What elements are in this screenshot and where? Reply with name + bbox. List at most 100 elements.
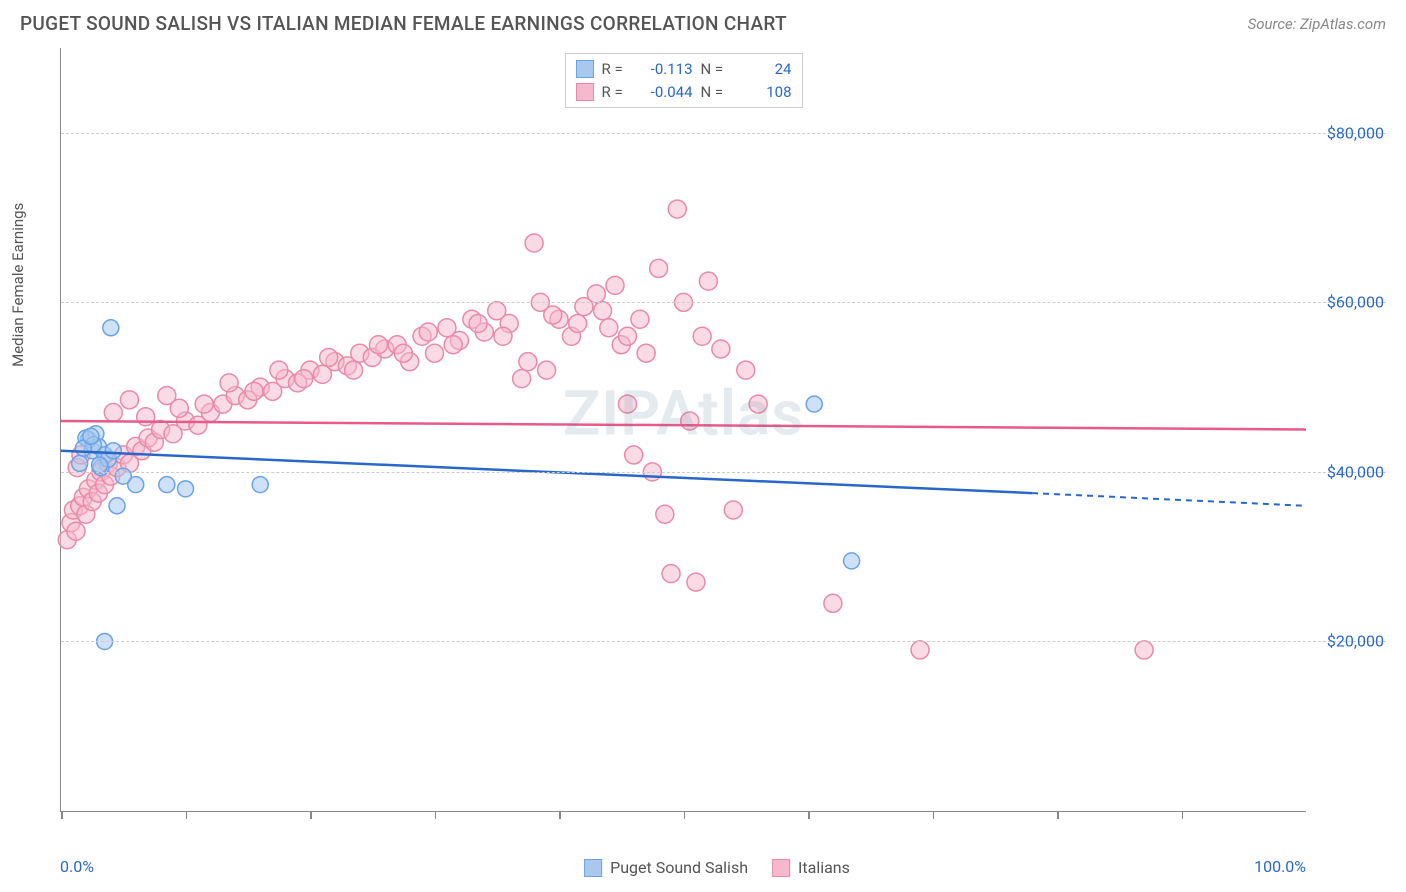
chart-source: Source: ZipAtlas.com — [1248, 15, 1386, 33]
stats-n-value: 108 — [737, 81, 792, 104]
scatter-point-pink — [137, 408, 155, 426]
scatter-point-pink — [120, 391, 138, 409]
scatter-point-blue — [92, 457, 108, 473]
scatter-point-pink — [195, 395, 213, 413]
scatter-svg — [61, 48, 1306, 811]
scatter-point-pink — [594, 302, 612, 320]
scatter-point-pink — [687, 573, 705, 591]
scatter-point-pink — [419, 323, 437, 341]
scatter-point-pink — [519, 353, 537, 371]
scatter-point-pink — [394, 344, 412, 362]
x-tick — [559, 811, 561, 819]
stats-swatch — [576, 60, 594, 78]
scatter-point-pink — [712, 340, 730, 358]
scatter-point-pink — [631, 310, 649, 328]
scatter-point-blue — [105, 443, 121, 459]
stats-swatch — [576, 83, 594, 101]
scatter-point-blue — [115, 468, 131, 484]
legend-swatch — [772, 859, 790, 877]
scatter-point-pink — [618, 327, 636, 345]
scatter-point-pink — [369, 336, 387, 354]
scatter-point-blue — [72, 455, 88, 471]
scatter-point-pink — [618, 395, 636, 413]
x-tick — [808, 811, 810, 819]
scatter-point-pink — [724, 501, 742, 519]
scatter-point-blue — [83, 428, 99, 444]
scatter-point-blue — [159, 477, 175, 493]
stats-r-label: R = — [602, 81, 630, 104]
scatter-point-pink — [345, 361, 363, 379]
trendline-blue-dash — [1032, 493, 1306, 506]
scatter-point-pink — [600, 319, 618, 337]
scatter-point-blue — [252, 477, 268, 493]
scatter-point-blue — [844, 553, 860, 569]
scatter-point-blue — [103, 320, 119, 336]
scatter-point-pink — [693, 327, 711, 345]
stats-n-value: 24 — [737, 58, 792, 81]
stats-r-label: R = — [602, 58, 630, 81]
scatter-point-pink — [606, 276, 624, 294]
y-tick-label: $20,000 — [1314, 632, 1384, 651]
scatter-point-pink — [668, 200, 686, 218]
scatter-point-blue — [178, 481, 194, 497]
scatter-point-pink — [544, 306, 562, 324]
legend-label: Puget Sound Salish — [610, 858, 748, 877]
scatter-point-pink — [67, 522, 85, 540]
scatter-point-pink — [469, 315, 487, 333]
chart-container: Median Female Earnings ZIPAtlas $20,000$… — [48, 48, 1386, 832]
scatter-point-pink — [538, 361, 556, 379]
scatter-point-pink — [650, 259, 668, 277]
scatter-point-pink — [737, 361, 755, 379]
stats-n-label: N = — [701, 58, 729, 81]
scatter-point-pink — [295, 370, 313, 388]
x-tick — [61, 811, 63, 819]
scatter-point-pink — [494, 327, 512, 345]
x-tick — [186, 811, 188, 819]
y-tick-label: $80,000 — [1314, 123, 1384, 142]
legend-item: Puget Sound Salish — [584, 858, 748, 877]
scatter-point-pink — [245, 382, 263, 400]
scatter-point-pink — [426, 344, 444, 362]
y-axis-label: Median Female Earnings — [9, 203, 27, 367]
gridline — [61, 302, 1386, 303]
x-tick — [435, 811, 437, 819]
scatter-point-pink — [444, 336, 462, 354]
stats-legend-box: R = -0.113 N = 24 R = -0.044 N = 108 — [565, 53, 803, 108]
x-axis-min-label: 0.0% — [60, 857, 94, 876]
scatter-point-pink — [270, 361, 288, 379]
legend-swatch — [584, 859, 602, 877]
chart-title: PUGET SOUND SALISH VS ITALIAN MEDIAN FEM… — [20, 12, 787, 35]
scatter-point-blue — [806, 396, 822, 412]
scatter-point-pink — [170, 399, 188, 417]
scatter-point-pink — [625, 446, 643, 464]
stats-row: R = -0.044 N = 108 — [576, 81, 792, 104]
y-tick-label: $60,000 — [1314, 293, 1384, 312]
scatter-point-pink — [587, 285, 605, 303]
x-tick — [1182, 811, 1184, 819]
x-tick — [933, 811, 935, 819]
chart-header: PUGET SOUND SALISH VS ITALIAN MEDIAN FEM… — [0, 0, 1406, 43]
scatter-point-pink — [320, 348, 338, 366]
scatter-point-pink — [637, 344, 655, 362]
gridline — [61, 472, 1386, 473]
legend-label: Italians — [798, 858, 850, 877]
scatter-point-pink — [749, 395, 767, 413]
scatter-point-blue — [109, 498, 125, 514]
scatter-point-pink — [569, 315, 587, 333]
gridline — [61, 641, 1386, 642]
stats-r-value: -0.113 — [638, 58, 693, 81]
scatter-point-pink — [681, 412, 699, 430]
scatter-point-pink — [1135, 641, 1153, 659]
scatter-point-pink — [699, 272, 717, 290]
stats-row: R = -0.113 N = 24 — [576, 58, 792, 81]
stats-r-value: -0.044 — [638, 81, 693, 104]
scatter-point-pink — [824, 594, 842, 612]
x-tick — [1057, 811, 1059, 819]
legend-item: Italians — [772, 858, 850, 877]
x-axis-max-label: 100.0% — [1254, 857, 1306, 876]
x-tick — [310, 811, 312, 819]
scatter-point-pink — [525, 234, 543, 252]
scatter-point-pink — [662, 565, 680, 583]
scatter-point-pink — [220, 374, 238, 392]
gridline — [61, 133, 1386, 134]
